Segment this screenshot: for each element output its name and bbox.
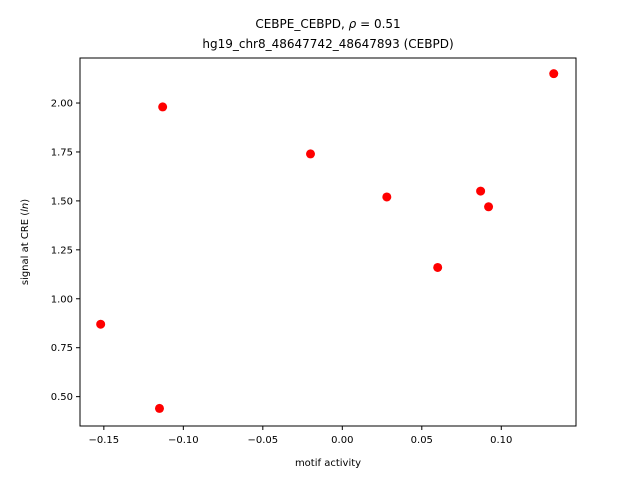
data-point — [96, 319, 106, 329]
x-tick-label: 0.00 — [331, 435, 353, 446]
x-axis-label: motif activity — [295, 458, 361, 469]
y-axis-label: signal at CRE (ln) — [20, 199, 31, 285]
y-tick-label: 2.00 — [51, 99, 73, 110]
data-point — [433, 262, 443, 272]
chart-title-line1: CEBPE_CEBPD, ρ = 0.51 — [255, 17, 400, 31]
y-tick-label: 1.25 — [51, 245, 73, 256]
y-tick-label: 1.75 — [51, 147, 73, 158]
data-point — [158, 102, 168, 112]
plot-frame — [79, 57, 577, 427]
data-points — [96, 69, 559, 413]
x-tick-label: −0.15 — [89, 435, 120, 446]
chart-title-line2: hg19_chr8_48647742_48647893 (CEBPD) — [202, 37, 453, 51]
y-tick-label: 1.00 — [51, 294, 73, 305]
y-axis-ticks: 0.50 0.75 1.00 1.25 1.50 1.75 2.00 — [51, 99, 80, 403]
data-point — [382, 192, 392, 202]
x-tick-label: −0.05 — [247, 435, 278, 446]
x-axis-ticks: −0.15 −0.10 −0.05 0.00 0.05 0.10 — [89, 426, 512, 446]
y-tick-label: 0.75 — [51, 343, 73, 354]
x-tick-label: 0.10 — [490, 435, 512, 446]
data-point — [484, 202, 494, 212]
data-point — [476, 186, 486, 196]
x-tick-label: −0.10 — [168, 435, 199, 446]
data-point — [306, 149, 316, 159]
y-tick-label: 0.50 — [51, 392, 73, 403]
x-tick-label: 0.05 — [411, 435, 433, 446]
y-tick-label: 1.50 — [51, 196, 73, 207]
data-point — [549, 69, 559, 79]
data-point — [154, 403, 164, 413]
